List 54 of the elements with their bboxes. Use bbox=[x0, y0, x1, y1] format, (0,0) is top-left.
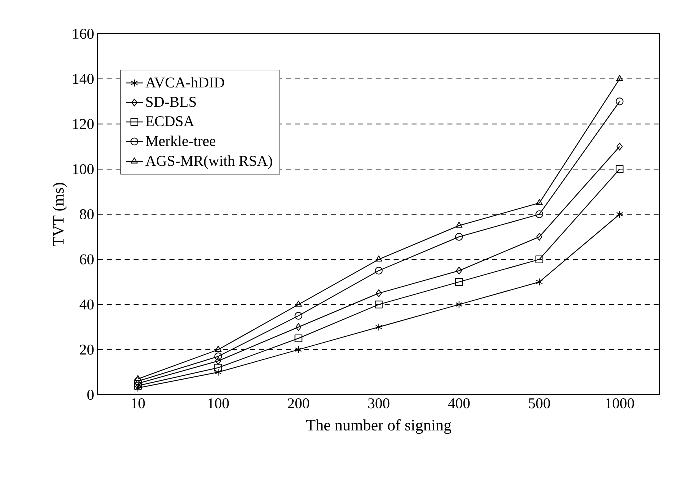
point bbox=[376, 290, 382, 298]
point bbox=[375, 300, 383, 309]
point bbox=[455, 233, 464, 241]
point bbox=[134, 384, 142, 392]
point bbox=[375, 267, 383, 275]
legend-label: Merkle-tree bbox=[146, 136, 216, 146]
point bbox=[376, 323, 382, 332]
x-axis-title: The number of signing bbox=[306, 419, 452, 434]
point bbox=[134, 375, 142, 382]
point bbox=[536, 233, 543, 241]
point bbox=[536, 278, 543, 286]
legend-label: ECDSA bbox=[146, 116, 194, 126]
x-tick-label: 10 bbox=[132, 398, 146, 409]
point bbox=[536, 210, 544, 218]
legend-label: AVCA-hDID bbox=[146, 77, 224, 88]
point bbox=[294, 334, 303, 342]
y-axis-title: TVT (ms) bbox=[52, 183, 68, 246]
point bbox=[536, 199, 543, 206]
point bbox=[296, 323, 302, 332]
point bbox=[294, 312, 303, 320]
point bbox=[215, 357, 222, 366]
x-tick-label: 500 bbox=[529, 398, 550, 409]
y-tick-label: 140 bbox=[73, 74, 94, 84]
point bbox=[295, 346, 302, 354]
point bbox=[456, 267, 462, 275]
point bbox=[456, 222, 463, 228]
point bbox=[215, 346, 222, 352]
point bbox=[616, 142, 623, 151]
point bbox=[616, 210, 624, 218]
point bbox=[616, 165, 624, 174]
point bbox=[455, 278, 464, 286]
legend-label: AGS-MR(with RSA) bbox=[146, 156, 272, 170]
point bbox=[616, 98, 624, 106]
point bbox=[616, 75, 624, 82]
x-tick-label: 300 bbox=[368, 398, 390, 409]
x-tick-label: 100 bbox=[208, 398, 230, 409]
y-tick-label: 20 bbox=[80, 344, 94, 355]
legend-label: SD-BLS bbox=[146, 97, 196, 108]
point bbox=[376, 256, 382, 262]
x-tick-label: 1000 bbox=[606, 398, 634, 409]
y-tick-label: 120 bbox=[73, 119, 94, 130]
y-tick-label: 0 bbox=[88, 390, 94, 400]
y-tick-label: 60 bbox=[80, 254, 94, 265]
point bbox=[536, 256, 544, 264]
point bbox=[456, 300, 463, 309]
point bbox=[214, 352, 222, 361]
y-tick-label: 40 bbox=[80, 300, 94, 310]
point bbox=[134, 382, 142, 390]
x-tick-label: 400 bbox=[448, 398, 470, 409]
y-tick-label: 160 bbox=[73, 28, 94, 40]
point bbox=[295, 300, 302, 307]
x-tick-label: 200 bbox=[288, 398, 310, 409]
y-tick-label: 80 bbox=[80, 209, 94, 220]
y-tick-label: 100 bbox=[73, 164, 94, 174]
